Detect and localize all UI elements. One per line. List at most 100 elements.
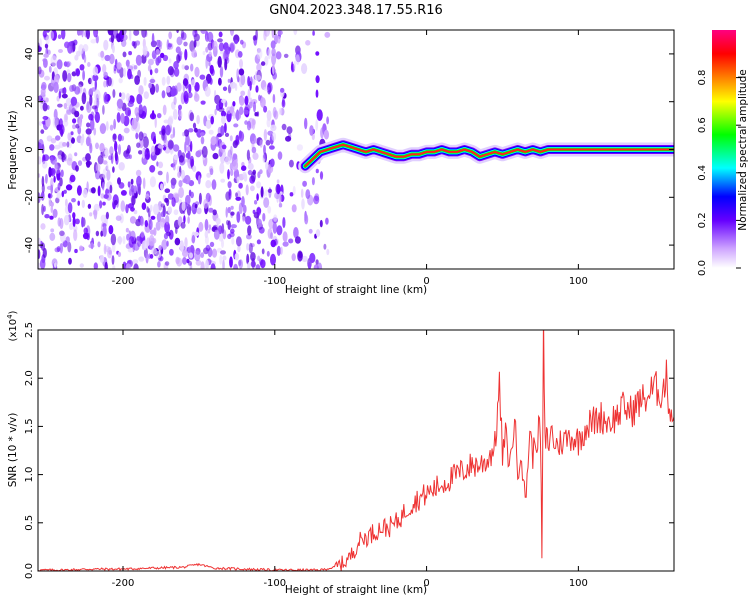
noise-speckle [49, 232, 56, 241]
x-tick-label: -100 [263, 276, 286, 287]
colorbar-tick-label: 0.6 [697, 117, 708, 133]
noise-speckle [154, 68, 159, 74]
noise-speckle [58, 49, 63, 53]
noise-speckle [164, 221, 171, 234]
noise-speckle [162, 104, 167, 116]
noise-speckle [105, 121, 109, 131]
noise-speckle [239, 76, 244, 88]
noise-speckle [80, 137, 84, 146]
noise-speckle [301, 255, 308, 263]
noise-speckle [193, 231, 200, 237]
noise-speckle [148, 219, 153, 231]
noise-speckle [105, 211, 109, 220]
noise-speckle [217, 56, 222, 68]
noise-speckle [208, 61, 211, 67]
noise-speckle [57, 182, 61, 191]
noise-speckle [147, 208, 151, 218]
noise-speckle [89, 118, 95, 131]
noise-speckle [262, 212, 266, 222]
noise-speckle [208, 129, 214, 135]
noise-speckle [102, 160, 108, 165]
noise-speckle [214, 108, 217, 116]
noise-speckle [231, 237, 235, 245]
figure-title: GN04.2023.348.17.55.R16 [269, 3, 443, 18]
noise-speckle [247, 169, 253, 176]
noise-speckle [205, 57, 208, 69]
noise-speckle [40, 192, 45, 201]
noise-speckle [165, 215, 170, 225]
noise-speckle [153, 203, 160, 215]
noise-speckle [79, 245, 83, 252]
noise-speckle [255, 85, 259, 93]
noise-speckle [67, 41, 73, 54]
noise-speckle [168, 115, 174, 123]
noise-speckle [286, 126, 293, 134]
noise-speckle [167, 206, 173, 214]
noise-speckle [46, 185, 54, 190]
noise-speckle [245, 184, 249, 196]
noise-speckle [138, 256, 145, 262]
noise-speckle [109, 53, 115, 65]
noise-speckle [210, 68, 215, 76]
noise-speckle [71, 198, 76, 203]
noise-speckle [154, 117, 157, 128]
noise-speckle-layer [38, 30, 331, 269]
noise-speckle [92, 209, 98, 216]
noise-speckle [110, 153, 114, 165]
noise-speckle [265, 161, 269, 170]
noise-speckle [192, 122, 197, 129]
noise-speckle [81, 216, 84, 228]
noise-speckle [224, 122, 227, 134]
noise-speckle [94, 111, 100, 124]
noise-speckle [173, 154, 179, 161]
noise-speckle [276, 245, 281, 256]
noise-speckle [149, 78, 156, 84]
noise-speckle [95, 163, 101, 172]
noise-speckle [200, 30, 207, 34]
noise-speckle [236, 236, 242, 247]
noise-speckle [221, 144, 227, 150]
signal-track-layer [298, 137, 674, 174]
noise-speckle [123, 115, 130, 127]
noise-speckle [127, 101, 134, 108]
noise-speckle [316, 109, 323, 121]
colorbar-label: Normalized spectral amplitude [737, 69, 749, 230]
bottom-y-axis-label: SNR (10 * v/v) [7, 413, 19, 488]
noise-speckle [246, 120, 252, 131]
noise-speckle [188, 83, 192, 94]
noise-speckle [256, 239, 261, 245]
noise-speckle [185, 134, 190, 146]
noise-speckle [261, 248, 265, 255]
noise-speckle [120, 112, 125, 124]
noise-speckle [315, 51, 320, 56]
noise-speckle [256, 63, 262, 72]
noise-speckle [187, 150, 191, 160]
noise-speckle [308, 228, 313, 234]
noise-speckle [104, 149, 109, 156]
noise-speckle [280, 246, 283, 255]
noise-speckle [138, 85, 144, 96]
noise-speckle [200, 261, 205, 269]
noise-speckle [57, 154, 62, 161]
noise-speckle [267, 205, 272, 214]
noise-speckle [273, 214, 278, 222]
noise-speckle [150, 215, 156, 220]
noise-speckle [160, 211, 165, 218]
noise-speckle [60, 169, 64, 178]
noise-speckle [221, 98, 227, 104]
noise-speckle [150, 145, 156, 156]
noise-speckle [113, 199, 118, 206]
noise-speckle [83, 227, 89, 235]
noise-speckle [216, 133, 223, 138]
noise-speckle [182, 132, 186, 137]
noise-speckle [293, 227, 299, 239]
noise-speckle [277, 36, 281, 44]
noise-speckle [48, 65, 52, 73]
noise-speckle [140, 231, 145, 238]
noise-speckle [230, 168, 234, 177]
noise-speckle [50, 138, 57, 144]
noise-speckle [54, 115, 59, 126]
noise-speckle [170, 134, 174, 139]
noise-speckle [96, 97, 99, 109]
